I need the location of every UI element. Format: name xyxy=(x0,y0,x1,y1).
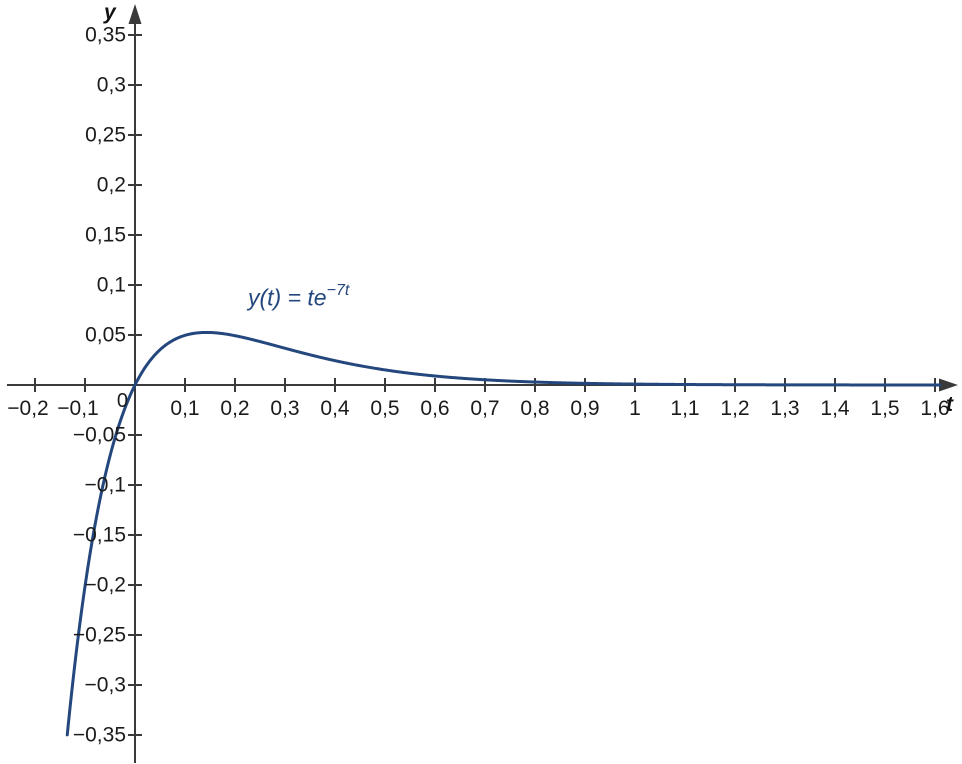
x-tick-label: 1 xyxy=(629,397,641,420)
x-tick-label: 0,2 xyxy=(220,397,250,420)
y-tick-label: 0,05 xyxy=(85,323,126,347)
y-tick-label: −0,3 xyxy=(84,673,126,697)
y-tick-label: −0,15 xyxy=(72,523,126,547)
origin-label: 0 xyxy=(116,390,128,412)
x-tick-label: 0,7 xyxy=(470,397,500,420)
x-tick-label: 1,2 xyxy=(720,397,750,420)
y-tick-label: 0,3 xyxy=(96,73,126,97)
x-tick-label: 1,4 xyxy=(820,397,850,420)
x-tick-label: 0,9 xyxy=(570,397,600,420)
y-axis-title: y xyxy=(104,1,116,24)
y-tick-label: −0,35 xyxy=(72,723,126,747)
x-tick-label: −0,1 xyxy=(57,397,99,420)
curve-equation-exponent: −7t xyxy=(326,282,350,299)
x-tick-label: 0,4 xyxy=(320,397,350,420)
y-axis-arrow xyxy=(128,4,142,24)
x-tick-label: 1,3 xyxy=(770,397,800,420)
y-tick-label: −0,2 xyxy=(84,573,126,597)
x-tick-label: 0,6 xyxy=(420,397,450,420)
x-tick-label: 0,1 xyxy=(170,397,200,420)
x-tick-label: 0,5 xyxy=(370,397,400,420)
y-tick-label: −0,05 xyxy=(72,423,126,447)
y-tick-label: 0,2 xyxy=(96,173,126,197)
x-tick-label: 0,8 xyxy=(520,397,550,420)
function-curve xyxy=(65,330,942,737)
y-tick-label: −0,1 xyxy=(84,473,126,497)
y-tick-label: 0,35 xyxy=(85,23,126,47)
y-tick-label: 0,15 xyxy=(85,223,126,247)
x-tick-label: 0,3 xyxy=(270,397,300,420)
x-axis-title: t xyxy=(946,393,953,416)
curve-equation-base: y(t) = te xyxy=(248,284,327,311)
curve-equation-label: y(t) = te−7t xyxy=(248,282,350,312)
x-tick-label: 1,6 xyxy=(920,397,950,420)
x-tick-label: 1,1 xyxy=(670,397,700,420)
y-tick-label: 0,1 xyxy=(96,273,126,297)
y-tick-label: 0,25 xyxy=(85,123,126,147)
x-axis-arrow xyxy=(939,378,958,392)
y-tick-label: −0,25 xyxy=(72,623,126,647)
x-tick-label: 1,5 xyxy=(870,397,900,420)
x-tick-label: −0,2 xyxy=(7,397,49,420)
